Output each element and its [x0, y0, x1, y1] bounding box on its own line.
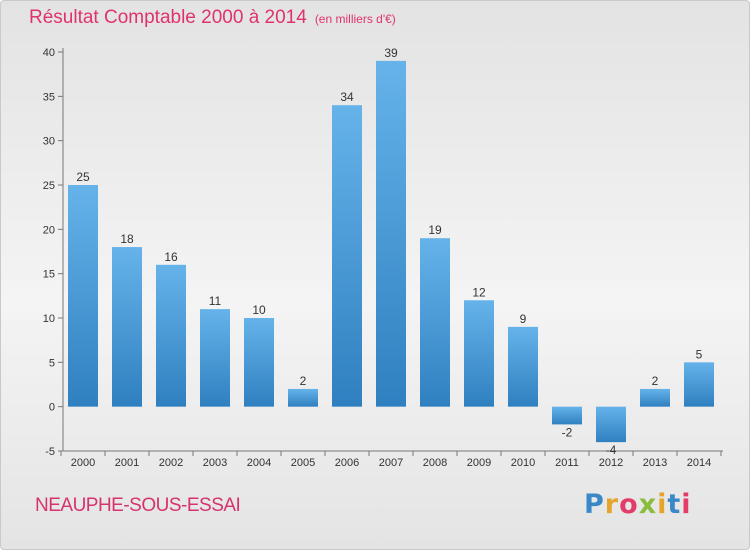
bar	[332, 105, 362, 407]
logo-letter: i	[681, 489, 692, 520]
y-tick-label: 25	[43, 180, 55, 192]
x-tick-label: 2001	[115, 457, 139, 469]
data-label: 12	[472, 285, 486, 299]
data-label: 2	[300, 374, 307, 388]
x-tick-label: 2000	[71, 457, 95, 469]
chart-subtitle: (en milliers d'€)	[314, 12, 396, 26]
y-tick-label: 5	[49, 357, 55, 369]
logo-letter: o	[619, 489, 639, 520]
logo-letter: r	[604, 489, 620, 520]
bar	[244, 318, 274, 407]
x-tick-label: 2011	[555, 457, 579, 469]
data-label: -2	[562, 425, 573, 439]
bar	[156, 264, 186, 407]
y-tick-label: 40	[43, 47, 55, 59]
bar	[640, 388, 670, 407]
bar	[288, 388, 318, 407]
x-tick-label: 2009	[467, 457, 491, 469]
y-tick-label: -5	[45, 446, 55, 458]
x-tick-label: 2006	[335, 457, 359, 469]
data-label: 18	[120, 232, 134, 246]
y-tick-label: 0	[49, 402, 55, 414]
y-tick-label: 15	[43, 269, 55, 281]
data-label: 10	[252, 303, 266, 317]
chart-title-text: Résultat Comptable 2000 à 2014	[29, 7, 307, 28]
bar	[464, 300, 494, 407]
x-tick-label: 2005	[291, 457, 315, 469]
data-label: 16	[164, 250, 178, 264]
data-label: 34	[340, 90, 354, 104]
x-tick-label: 2004	[247, 457, 271, 469]
logo-letter: i	[657, 489, 668, 520]
x-tick-label: 2002	[159, 457, 183, 469]
bar	[68, 185, 98, 407]
y-tick-label: 20	[43, 224, 55, 236]
data-label: 19	[428, 223, 442, 237]
bar	[112, 247, 142, 407]
bar	[552, 406, 582, 425]
chart-title: Résultat Comptable 2000 à 2014 (en millie…	[29, 7, 396, 29]
x-tick-label: 2012	[599, 457, 623, 469]
data-label: 2	[652, 374, 659, 388]
y-tick-label: 30	[43, 136, 55, 148]
x-tick-label: 2008	[423, 457, 447, 469]
logo-letter: P	[584, 489, 605, 520]
data-label: 5	[696, 347, 703, 361]
data-label: 11	[209, 294, 222, 308]
data-label: 25	[76, 170, 90, 184]
data-label: -4	[606, 443, 617, 457]
x-tick-label: 2007	[379, 457, 403, 469]
data-label: 9	[520, 312, 527, 326]
bar	[200, 309, 230, 407]
x-tick-label: 2003	[203, 457, 227, 469]
bar	[376, 60, 406, 407]
logo-letter: x	[638, 489, 658, 520]
proxiti-logo: Proxiti	[584, 489, 692, 520]
x-tick-label: 2014	[687, 457, 711, 469]
bar	[596, 406, 626, 443]
bar	[508, 326, 538, 407]
data-label: 39	[384, 46, 398, 60]
location-name: NEAUPHE-SOUS-ESSAI	[35, 495, 241, 516]
y-tick-label: 35	[43, 91, 55, 103]
bar	[684, 362, 714, 407]
x-tick-label: 2010	[511, 457, 535, 469]
logo-letter: t	[667, 489, 682, 520]
x-tick-label: 2013	[643, 457, 667, 469]
bar	[420, 238, 450, 407]
y-tick-label: 10	[43, 313, 55, 325]
